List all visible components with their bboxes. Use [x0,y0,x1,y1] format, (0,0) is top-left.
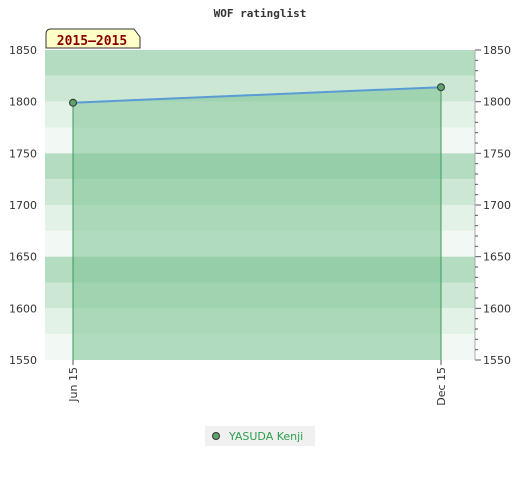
y-tick-label-left: 1800 [9,96,37,109]
period-badge-text: 2015–2015 [57,34,127,49]
plot-band [45,50,475,76]
y-tick-label-left: 1650 [9,251,37,264]
y-tick-label-right: 1700 [483,199,511,212]
y-tick-label-left: 1550 [9,354,37,367]
data-point-1[interactable] [437,83,445,92]
legend-marker-icon [212,432,220,440]
y-tick-label-left: 1700 [9,199,37,212]
left-axis: 1550 1600 1650 1700 1750 1800 1850 [9,44,37,367]
y-tick-label-right: 1600 [483,302,511,315]
legend-entry: YASUDA Kenji [228,430,303,443]
x-axis: Jun 15 Dec 15 [67,360,448,406]
x-tick-label: Dec 15 [435,367,448,406]
series-line [72,86,442,104]
y-tick-label-left: 1600 [9,302,37,315]
y-tick-label-right: 1800 [483,96,511,109]
y-tick-label-right: 1850 [483,44,511,57]
data-point-0[interactable] [69,98,77,107]
y-tick-label-right: 1650 [483,251,511,264]
y-tick-label-right: 1750 [483,147,511,160]
series-area [73,87,441,360]
legend[interactable]: YASUDA Kenji [205,426,315,446]
area-layer [69,83,445,360]
period-badge: 2015–2015 [45,28,141,49]
chart-title: WOF ratinglist [214,7,307,20]
y-tick-label-right: 1550 [483,354,511,367]
y-tick-label-left: 1750 [9,147,37,160]
x-tick-label: Jun 15 [67,367,80,403]
right-axis: 1550 1600 1650 1700 1750 1800 1850 [474,44,511,367]
y-tick-label-left: 1850 [9,44,37,57]
